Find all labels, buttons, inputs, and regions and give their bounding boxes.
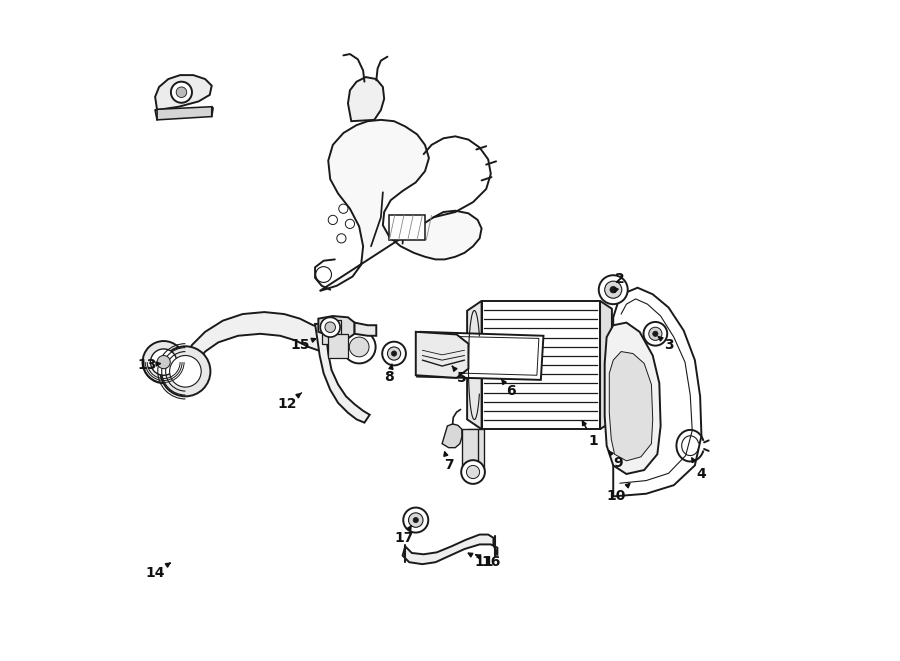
- Polygon shape: [442, 424, 462, 447]
- Circle shape: [644, 322, 667, 346]
- Polygon shape: [348, 77, 384, 121]
- Text: 13: 13: [138, 358, 160, 371]
- Circle shape: [142, 341, 184, 383]
- Polygon shape: [390, 215, 425, 240]
- Polygon shape: [467, 301, 482, 429]
- Circle shape: [325, 322, 336, 332]
- Polygon shape: [321, 320, 341, 344]
- Polygon shape: [417, 332, 544, 380]
- Text: 1: 1: [582, 421, 599, 448]
- Text: 14: 14: [146, 563, 170, 580]
- Text: 2: 2: [615, 272, 625, 292]
- Circle shape: [461, 460, 485, 484]
- Circle shape: [388, 347, 400, 360]
- Polygon shape: [320, 120, 482, 291]
- Polygon shape: [328, 334, 348, 358]
- Text: 4: 4: [692, 458, 706, 481]
- Circle shape: [610, 286, 616, 293]
- Polygon shape: [421, 336, 539, 375]
- Text: 12: 12: [277, 393, 302, 411]
- Polygon shape: [158, 106, 212, 120]
- Circle shape: [649, 327, 662, 340]
- Text: 7: 7: [444, 452, 454, 473]
- Text: 11: 11: [468, 553, 494, 569]
- Polygon shape: [600, 301, 612, 429]
- Circle shape: [605, 281, 622, 298]
- Circle shape: [413, 518, 418, 523]
- Circle shape: [171, 82, 192, 102]
- Polygon shape: [609, 352, 652, 461]
- Text: 5: 5: [453, 366, 467, 385]
- Circle shape: [349, 337, 369, 357]
- Text: 17: 17: [394, 525, 414, 545]
- Circle shape: [150, 349, 176, 375]
- Polygon shape: [482, 301, 600, 429]
- Circle shape: [346, 219, 355, 229]
- Text: 10: 10: [607, 484, 630, 504]
- Polygon shape: [182, 312, 361, 387]
- Circle shape: [176, 87, 186, 97]
- Polygon shape: [319, 316, 355, 338]
- Polygon shape: [462, 429, 478, 469]
- Circle shape: [652, 331, 658, 336]
- Polygon shape: [613, 288, 701, 496]
- Polygon shape: [355, 323, 376, 336]
- Text: 8: 8: [384, 364, 394, 383]
- Circle shape: [337, 234, 346, 243]
- Polygon shape: [155, 75, 212, 110]
- Text: 9: 9: [609, 451, 623, 471]
- Circle shape: [169, 356, 202, 387]
- Circle shape: [382, 342, 406, 366]
- Circle shape: [320, 317, 340, 337]
- Circle shape: [158, 356, 170, 369]
- Circle shape: [316, 266, 331, 282]
- Circle shape: [338, 204, 348, 214]
- Circle shape: [328, 215, 338, 225]
- Text: 3: 3: [659, 336, 673, 352]
- Polygon shape: [402, 535, 498, 564]
- Circle shape: [598, 275, 627, 304]
- Text: 16: 16: [476, 555, 500, 569]
- Circle shape: [409, 513, 423, 527]
- Circle shape: [466, 465, 480, 479]
- Circle shape: [343, 330, 375, 364]
- Circle shape: [392, 351, 397, 356]
- Polygon shape: [468, 429, 484, 469]
- Polygon shape: [416, 332, 468, 378]
- Text: 15: 15: [290, 338, 316, 352]
- Polygon shape: [315, 324, 370, 422]
- Text: 6: 6: [501, 379, 516, 398]
- Polygon shape: [605, 323, 661, 474]
- Circle shape: [160, 346, 211, 397]
- Circle shape: [403, 508, 428, 533]
